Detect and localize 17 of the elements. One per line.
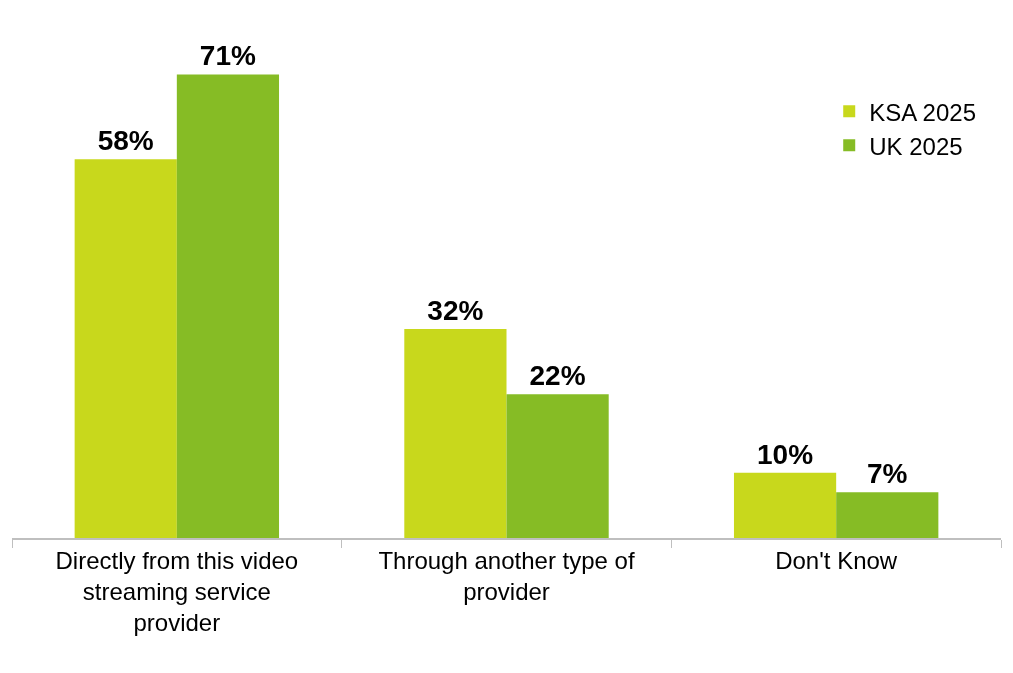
x-tick-label: Through another type of provider <box>378 546 635 605</box>
bar <box>506 394 609 538</box>
data-label: 7% <box>866 458 908 490</box>
bar <box>74 159 177 538</box>
legend-label: UK 2025 <box>869 132 963 160</box>
bar <box>404 329 507 538</box>
data-label: 22% <box>529 360 586 392</box>
data-label: 71% <box>199 40 256 72</box>
bar <box>176 74 280 538</box>
legend-label: KSA 2025 <box>869 98 976 126</box>
data-label: 58% <box>97 125 154 157</box>
bar <box>733 472 837 538</box>
x-tick-label: Don't Know <box>775 546 898 574</box>
data-label: 32% <box>427 295 484 327</box>
bar <box>836 492 939 538</box>
data-label: 10% <box>757 438 814 470</box>
x-tick-label: Directly from this video streaming service provider <box>55 546 299 636</box>
